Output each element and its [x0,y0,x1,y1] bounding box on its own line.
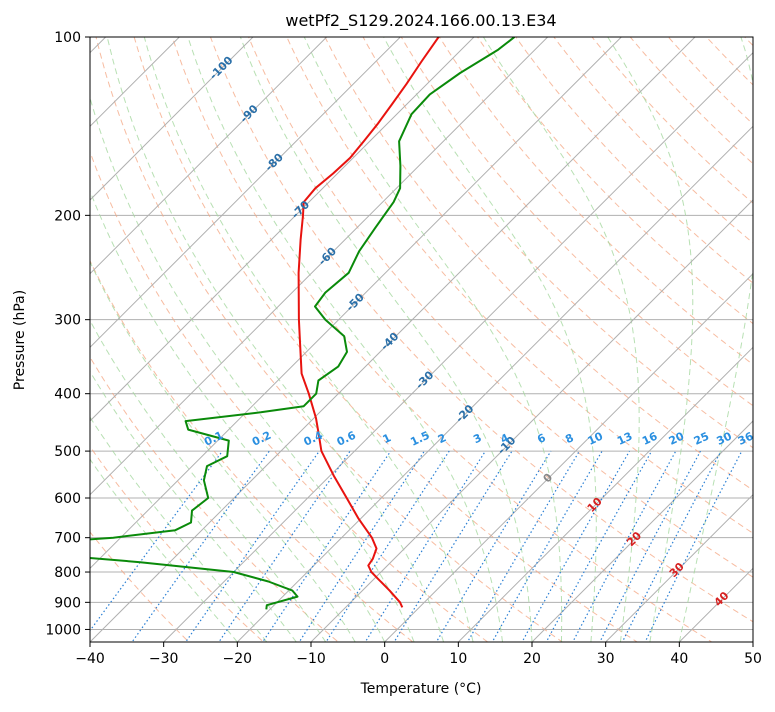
x-tick-label: 50 [744,651,762,667]
y-tick-label: 400 [54,387,81,403]
chart-title: wetPf2_S129.2024.166.00.13.E34 [285,11,556,31]
x-tick-label: 20 [523,651,541,667]
y-tick-label: 900 [54,595,81,611]
x-tick-label: 30 [597,651,615,667]
x-tick-label: −20 [223,651,253,667]
y-tick-label: 700 [54,531,81,547]
y-tick-label: 1000 [45,622,81,638]
x-tick-label: −30 [149,651,179,667]
y-tick-label: 100 [54,30,81,46]
x-tick-label: 0 [380,651,389,667]
y-tick-label: 800 [54,565,81,581]
x-tick-label: 40 [670,651,688,667]
y-tick-label: 300 [54,313,81,329]
x-tick-label: −40 [75,651,105,667]
x-tick-label: 10 [449,651,467,667]
y-tick-label: 200 [54,208,81,224]
y-tick-label: 600 [54,491,81,507]
y-tick-label: 500 [54,444,81,460]
x-axis-label: Temperature (°C) [360,681,482,697]
x-tick-label: −10 [296,651,326,667]
y-axis-label: Pressure (hPa) [12,290,28,390]
